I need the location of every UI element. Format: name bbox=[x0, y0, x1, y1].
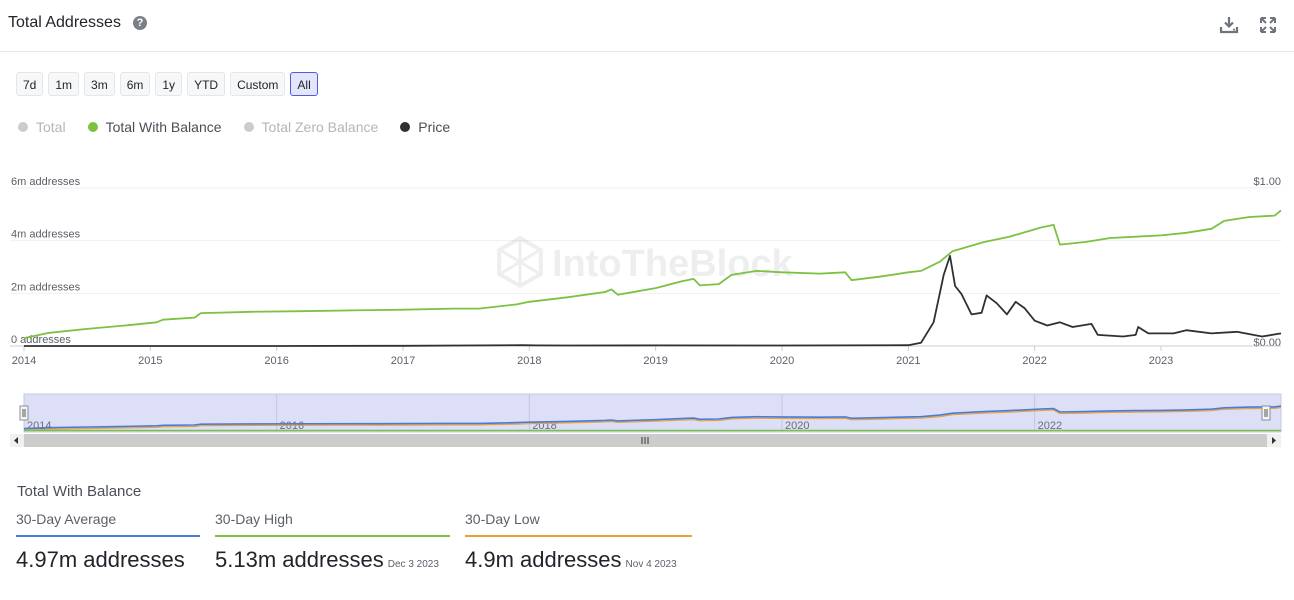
navigator-series-line bbox=[23, 405, 1282, 430]
navigator-tick-label: 2016 bbox=[280, 420, 304, 432]
navigator-handle-box bbox=[19, 405, 29, 421]
x-tick-label: 2016 bbox=[264, 355, 288, 367]
legend-label: Total With Balance bbox=[105, 119, 222, 135]
expand-icon[interactable] bbox=[1257, 14, 1279, 36]
page-title: Total Addresses bbox=[8, 14, 121, 31]
range-button-1m[interactable]: 1m bbox=[48, 72, 80, 96]
x-tick-label: 2014 bbox=[12, 355, 36, 367]
arrow-right-icon[interactable] bbox=[1272, 437, 1276, 444]
stat-30-day-low: 30-Day Low 4.9m addresses Nov 4 2023 bbox=[465, 511, 692, 573]
stat-value-text: 4.97m addresses bbox=[16, 547, 185, 572]
legend-label: Total Zero Balance bbox=[261, 119, 379, 135]
y-tick-label: 2m addresses bbox=[11, 281, 81, 293]
chart-header: Total Addresses ? bbox=[0, 0, 1294, 52]
grip-icon bbox=[641, 437, 649, 444]
navigator-handle-box bbox=[1261, 405, 1271, 421]
x-tick-label: 2018 bbox=[517, 355, 541, 367]
chart-legend: Total Total With Balance Total Zero Bala… bbox=[18, 119, 450, 135]
range-button-6m[interactable]: 6m bbox=[119, 72, 151, 96]
legend-label: Price bbox=[418, 119, 451, 135]
stat-underline bbox=[215, 535, 450, 537]
legend-item-total-zero-balance[interactable]: Total Zero Balance bbox=[243, 119, 379, 135]
range-selector: 7d 1m 3m 6m 1y YTD Custom All bbox=[16, 72, 318, 96]
series-line-total-with-balance bbox=[23, 209, 1282, 339]
navigator-tick-label: 2020 bbox=[785, 420, 809, 432]
stat-underline bbox=[16, 535, 200, 537]
x-tick-label: 2021 bbox=[896, 355, 920, 367]
range-button-ytd[interactable]: YTD bbox=[187, 72, 226, 96]
legend-dot-icon bbox=[18, 122, 28, 132]
x-tick-label: 2017 bbox=[391, 355, 415, 367]
legend-item-total-with-balance[interactable]: Total With Balance bbox=[87, 119, 222, 135]
y-tick-label: 0 addresses bbox=[11, 334, 71, 346]
watermark-logo-lines bbox=[499, 238, 541, 286]
stat-date: Nov 4 2023 bbox=[625, 559, 677, 570]
navigator-handle[interactable] bbox=[1261, 405, 1271, 421]
legend-label: Total bbox=[36, 119, 66, 135]
legend-dot-icon bbox=[243, 122, 254, 132]
stat-label: 30-Day Low bbox=[465, 511, 540, 527]
y2-tick-label: $0.00 bbox=[1253, 337, 1281, 349]
line-chart[interactable]: 0 addresses 2m addresses 4m addresses 6m ad… bbox=[0, 170, 1294, 460]
download-icon[interactable] bbox=[1218, 14, 1240, 36]
watermark-text: IntoTheBlock bbox=[552, 243, 794, 285]
stat-value-text: 5.13m addresses bbox=[215, 547, 384, 572]
range-button-custom[interactable]: Custom bbox=[230, 72, 286, 96]
x-tick-label: 2022 bbox=[1022, 355, 1046, 367]
navigator-series-line bbox=[23, 406, 1282, 431]
x-tick-label: 2019 bbox=[643, 355, 667, 367]
legend-dot-icon bbox=[87, 122, 98, 132]
legend-item-price[interactable]: Price bbox=[400, 119, 450, 135]
x-tick-label: 2023 bbox=[1149, 355, 1173, 367]
y-tick-label: 6m addresses bbox=[11, 176, 81, 188]
stat-30-day-average: 30-Day Average 4.97m addresses bbox=[16, 511, 200, 573]
y2-tick-label: $1.00 bbox=[1253, 176, 1281, 188]
series-line-price bbox=[24, 255, 1282, 347]
stat-date: Dec 3 2023 bbox=[387, 559, 439, 570]
x-tick-label: 2015 bbox=[138, 355, 162, 367]
stat-value: 5.13m addresses Dec 3 2023 bbox=[215, 547, 450, 573]
watermark-logo-icon bbox=[497, 235, 543, 289]
stat-label: 30-Day High bbox=[215, 511, 293, 527]
stat-value: 4.9m addresses Nov 4 2023 bbox=[465, 547, 692, 573]
x-tick-label: 2020 bbox=[770, 355, 794, 367]
navigator-handle[interactable] bbox=[19, 405, 29, 421]
legend-item-total[interactable]: Total bbox=[18, 119, 66, 135]
stat-value: 4.97m addresses bbox=[16, 547, 200, 573]
navigator-tick-label: 2022 bbox=[1038, 420, 1062, 432]
range-button-7d[interactable]: 7d bbox=[16, 72, 44, 96]
stat-30-day-high: 30-Day High 5.13m addresses Dec 3 2023 bbox=[215, 511, 450, 573]
range-button-all[interactable]: All bbox=[290, 72, 318, 96]
stat-underline bbox=[465, 535, 692, 537]
stats-title: Total With Balance bbox=[17, 483, 142, 500]
range-button-3m[interactable]: 3m bbox=[84, 72, 115, 96]
y-tick-label: 4m addresses bbox=[11, 229, 81, 241]
range-button-1y[interactable]: 1y bbox=[155, 72, 183, 96]
stat-value-text: 4.9m addresses bbox=[465, 547, 622, 572]
stat-label: 30-Day Average bbox=[16, 511, 117, 527]
legend-dot-icon bbox=[400, 122, 411, 132]
watermark: IntoTheBlock bbox=[497, 235, 794, 289]
arrow-left-icon[interactable] bbox=[14, 437, 18, 444]
question-icon[interactable]: ? bbox=[133, 16, 147, 30]
